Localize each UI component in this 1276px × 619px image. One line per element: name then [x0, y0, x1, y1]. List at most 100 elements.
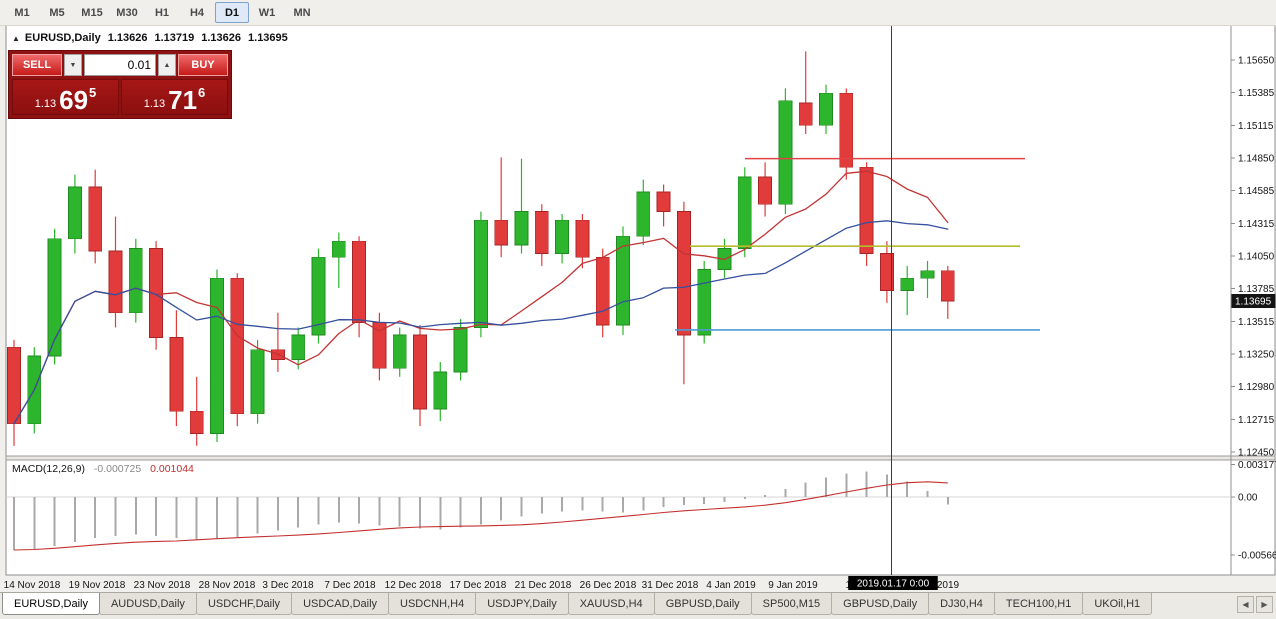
price-scale-label: 1.13250	[1238, 350, 1275, 361]
macd-bar	[358, 497, 361, 524]
timeframe-button-d1[interactable]: D1	[215, 2, 249, 23]
macd-bar	[540, 497, 543, 514]
macd-bar	[825, 477, 827, 497]
macd-bar	[479, 497, 482, 525]
sell-price-big: 69	[59, 84, 89, 115]
candle	[352, 240, 367, 323]
macd-signal-line	[13, 481, 948, 551]
timeframe-toolbar: M1 M5 M15 M30 H1 H4 D1 W1 MN	[0, 0, 1276, 26]
date-label: 26 Dec 2018	[580, 580, 637, 591]
date-label: 28 Nov 2018	[199, 580, 256, 591]
candle	[737, 176, 752, 250]
candlestick-series	[7, 51, 955, 446]
macd-main-value: -0.000725	[93, 463, 142, 475]
macd-bar	[297, 497, 300, 528]
chart-tab-audusd-daily[interactable]: AUDUSD,Daily	[98, 593, 197, 615]
candle	[656, 191, 671, 213]
date-label: 19 Nov 2018	[69, 580, 126, 591]
candle	[392, 334, 407, 369]
candle	[88, 186, 103, 252]
date-label: 3 Dec 2018	[262, 580, 314, 591]
macd-signal-value: 0.001044	[150, 463, 194, 475]
chart-tab-gbpusd-daily[interactable]: GBPUSD,Daily	[831, 593, 930, 615]
price-scale-label: 1.14050	[1238, 252, 1275, 263]
macd-bar	[216, 497, 218, 539]
buy-price[interactable]: 1.13 71 6	[121, 79, 228, 115]
pane-splitter[interactable]	[5, 455, 1276, 461]
buy-button[interactable]: BUY	[178, 54, 228, 76]
candle	[595, 256, 610, 326]
time-axis[interactable]: 14 Nov 2018 19 Nov 2018 23 Nov 2018 28 Nov …	[4, 576, 960, 591]
chart-tab-usdchf-daily[interactable]: USDCHF,Daily	[195, 593, 293, 615]
chart-marker-icon: ▲	[12, 33, 20, 43]
chart-tab-usdcad-daily[interactable]: USDCAD,Daily	[291, 593, 390, 615]
macd-bar	[804, 482, 807, 497]
tab-scroll-right-icon[interactable]: ▶	[1256, 596, 1273, 613]
macd-bar	[682, 497, 685, 506]
price-scale-label: 1.15115	[1238, 121, 1274, 132]
sell-price[interactable]: 1.13 69 5	[12, 79, 119, 115]
ohlc-open: 1.13626	[107, 32, 148, 44]
timeframe-button-m30[interactable]: M30	[116, 6, 138, 19]
chevron-up-icon: ▲	[163, 61, 171, 69]
price-scale[interactable]: 1.15650 1.15385 1.15115 1.14850 1.14585 1.143…	[1231, 56, 1276, 459]
candle	[108, 250, 123, 314]
macd-bar	[337, 497, 340, 523]
time-cursor-label: 2019.01.17 0:00	[857, 579, 930, 590]
macd-bar	[53, 497, 56, 546]
chart-tab-gbpusd-daily[interactable]: GBPUSD,Daily	[653, 593, 752, 615]
date-label: 23 Nov 2018	[134, 580, 191, 591]
macd-bar	[317, 497, 320, 525]
buy-price-big: 71	[168, 84, 198, 115]
macd-scale-label: 0.003177	[1238, 460, 1276, 471]
candle	[758, 176, 772, 205]
timeframe-button-h4[interactable]: H4	[189, 6, 205, 19]
ma-slow-line	[13, 220, 949, 425]
macd-bar	[256, 497, 259, 534]
timeframe-button-m5[interactable]: M5	[49, 6, 65, 19]
sell-button[interactable]: SELL	[12, 54, 62, 76]
current-price-badge	[1231, 293, 1276, 308]
ohlc-close: 1.13695	[248, 32, 288, 44]
macd-bar	[398, 497, 401, 527]
timeframe-button-m15[interactable]: M15	[81, 6, 103, 19]
chart-tab-eurusd-daily[interactable]: EURUSD,Daily	[2, 593, 100, 615]
chart-tab-dj30-h4[interactable]: DJ30,H4	[928, 593, 995, 615]
candle	[819, 92, 833, 126]
order-type-dropdown[interactable]: ▼	[64, 54, 82, 76]
date-label: 2019	[937, 580, 960, 591]
tab-scroll-left-icon[interactable]: ◀	[1237, 596, 1254, 613]
macd-bar	[642, 497, 645, 511]
ohlc-low: 1.13626	[201, 32, 242, 44]
macd-scale-label: -0.005667	[1238, 550, 1276, 561]
macd-scale-label: 0.00	[1238, 493, 1258, 504]
sell-price-prefix: 1.13	[34, 97, 57, 110]
timeframe-button-h1[interactable]: H1	[154, 6, 170, 19]
chart-tab-tech100-h1[interactable]: TECH100,H1	[993, 593, 1084, 615]
price-scale-label: 1.14315	[1238, 219, 1275, 230]
candle	[169, 336, 184, 412]
candle	[859, 166, 874, 254]
macd-bar	[865, 471, 868, 497]
chart-tab-ukoil-h1[interactable]: UKOil,H1	[1082, 593, 1153, 615]
macd-bar	[459, 497, 462, 528]
chart-tab-xauusd-h4[interactable]: XAUUSD,H4	[567, 593, 655, 615]
macd-bar	[885, 474, 888, 497]
timeframe-button-m1[interactable]: M1	[14, 6, 30, 19]
chart-symbol-label: EURUSD,Daily	[24, 32, 101, 44]
macd-bar	[500, 497, 503, 521]
price-scale-label: 1.14850	[1238, 154, 1275, 165]
candle	[514, 211, 529, 246]
candle	[940, 270, 955, 302]
macd-bar	[276, 497, 279, 531]
volume-input[interactable]	[84, 54, 156, 76]
timeframe-button-mn[interactable]: MN	[293, 6, 311, 19]
chart-tab-usdcnh-h4[interactable]: USDCNH,H4	[388, 593, 477, 615]
tab-scroll-buttons: ◀ ▶	[1234, 593, 1276, 613]
volume-stepper[interactable]: ▲	[158, 54, 176, 76]
timeframe-button-w1[interactable]: W1	[258, 6, 276, 19]
candle	[210, 277, 224, 434]
chart-tab-sp500-m15[interactable]: SP500,M15	[750, 593, 833, 615]
macd-bar	[723, 497, 726, 503]
chart-tab-usdjpy-daily[interactable]: USDJPY,Daily	[475, 593, 569, 615]
